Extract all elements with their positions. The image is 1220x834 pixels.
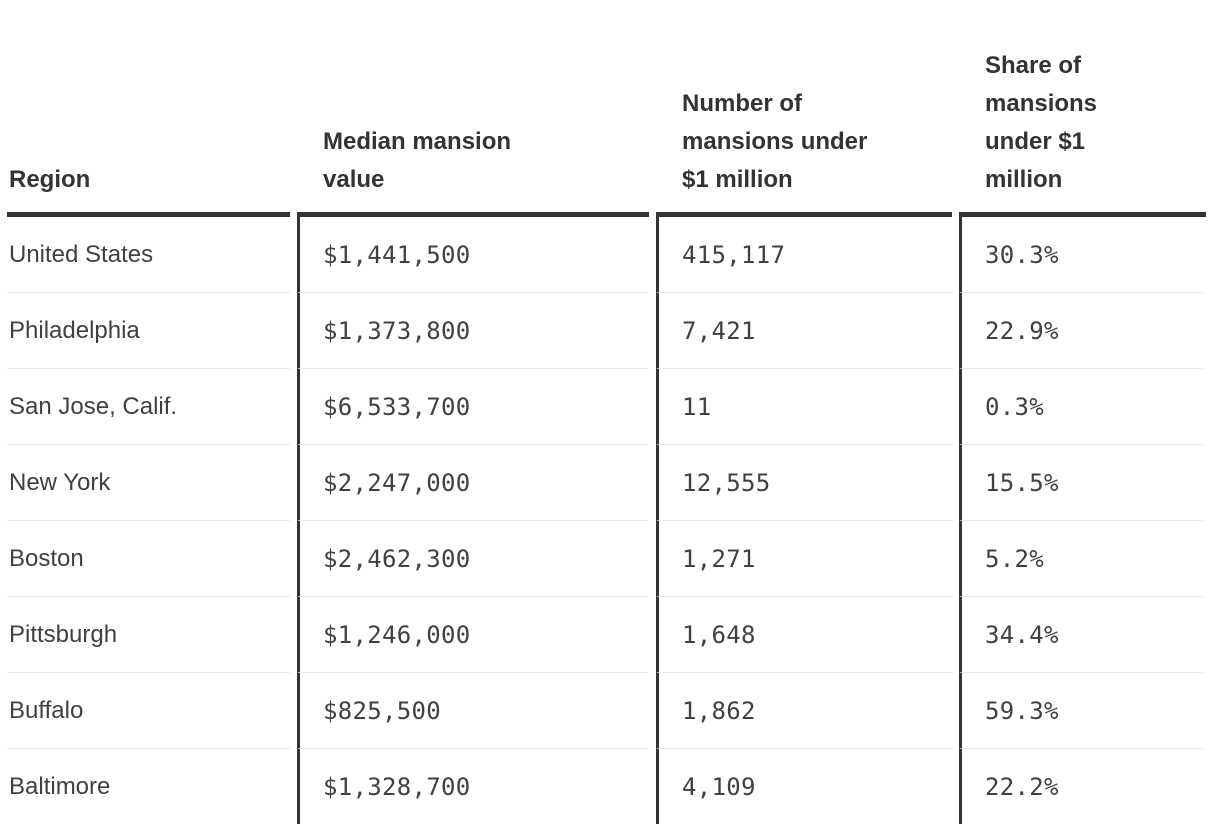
cell-region: United States: [7, 217, 290, 293]
cell-share-under-1m: 5.2%: [959, 521, 1206, 597]
table-row: New York $2,247,000 12,555 15.5%: [7, 445, 1206, 521]
cell-share-under-1m: 22.9%: [959, 293, 1206, 369]
cell-count-under-1m: 1,648: [656, 597, 952, 673]
cell-share-under-1m: 34.4%: [959, 597, 1206, 673]
cell-count-under-1m: 1,271: [656, 521, 952, 597]
table-row: San Jose, Calif. $6,533,700 11 0.3%: [7, 369, 1206, 445]
column-header-count-under-1m: Number of mansions under $1 million: [656, 0, 952, 217]
cell-region: Pittsburgh: [7, 597, 290, 673]
cell-region: Philadelphia: [7, 293, 290, 369]
column-header-share-under-1m: Share of mansions under $1 million: [959, 0, 1206, 217]
cell-median-value: $2,462,300: [297, 521, 649, 597]
cell-share-under-1m: 15.5%: [959, 445, 1206, 521]
cell-count-under-1m: 7,421: [656, 293, 952, 369]
cell-region: New York: [7, 445, 290, 521]
cell-count-under-1m: 415,117: [656, 217, 952, 293]
table-row: Buffalo $825,500 1,862 59.3%: [7, 673, 1206, 749]
cell-share-under-1m: 22.2%: [959, 749, 1206, 824]
cell-count-under-1m: 11: [656, 369, 952, 445]
cell-count-under-1m: 1,862: [656, 673, 952, 749]
cell-median-value: $6,533,700: [297, 369, 649, 445]
cell-region: San Jose, Calif.: [7, 369, 290, 445]
cell-count-under-1m: 4,109: [656, 749, 952, 824]
table-row: Pittsburgh $1,246,000 1,648 34.4%: [7, 597, 1206, 673]
cell-share-under-1m: 59.3%: [959, 673, 1206, 749]
column-header-median-value: Median mansion value: [297, 0, 649, 217]
table-row: Boston $2,462,300 1,271 5.2%: [7, 521, 1206, 597]
cell-median-value: $1,441,500: [297, 217, 649, 293]
cell-median-value: $1,246,000: [297, 597, 649, 673]
cell-region: Boston: [7, 521, 290, 597]
cell-median-value: $1,373,800: [297, 293, 649, 369]
cell-median-value: $825,500: [297, 673, 649, 749]
table-row: United States $1,441,500 415,117 30.3%: [7, 217, 1206, 293]
table-row: Philadelphia $1,373,800 7,421 22.9%: [7, 293, 1206, 369]
cell-median-value: $2,247,000: [297, 445, 649, 521]
cell-region: Baltimore: [9, 772, 111, 800]
header-row: Region Median mansion value Number of ma…: [7, 0, 1206, 217]
cell-region: Buffalo: [7, 673, 290, 749]
table-row: Baltimore $1,328,700 4,109 22.2%: [7, 749, 1206, 824]
cell-share-under-1m: 0.3%: [959, 369, 1206, 445]
cell-share-under-1m: 30.3%: [959, 217, 1206, 293]
cell-count-under-1m: 12,555: [656, 445, 952, 521]
cell-median-value: $1,328,700: [297, 749, 649, 824]
column-header-region: Region: [7, 0, 290, 217]
